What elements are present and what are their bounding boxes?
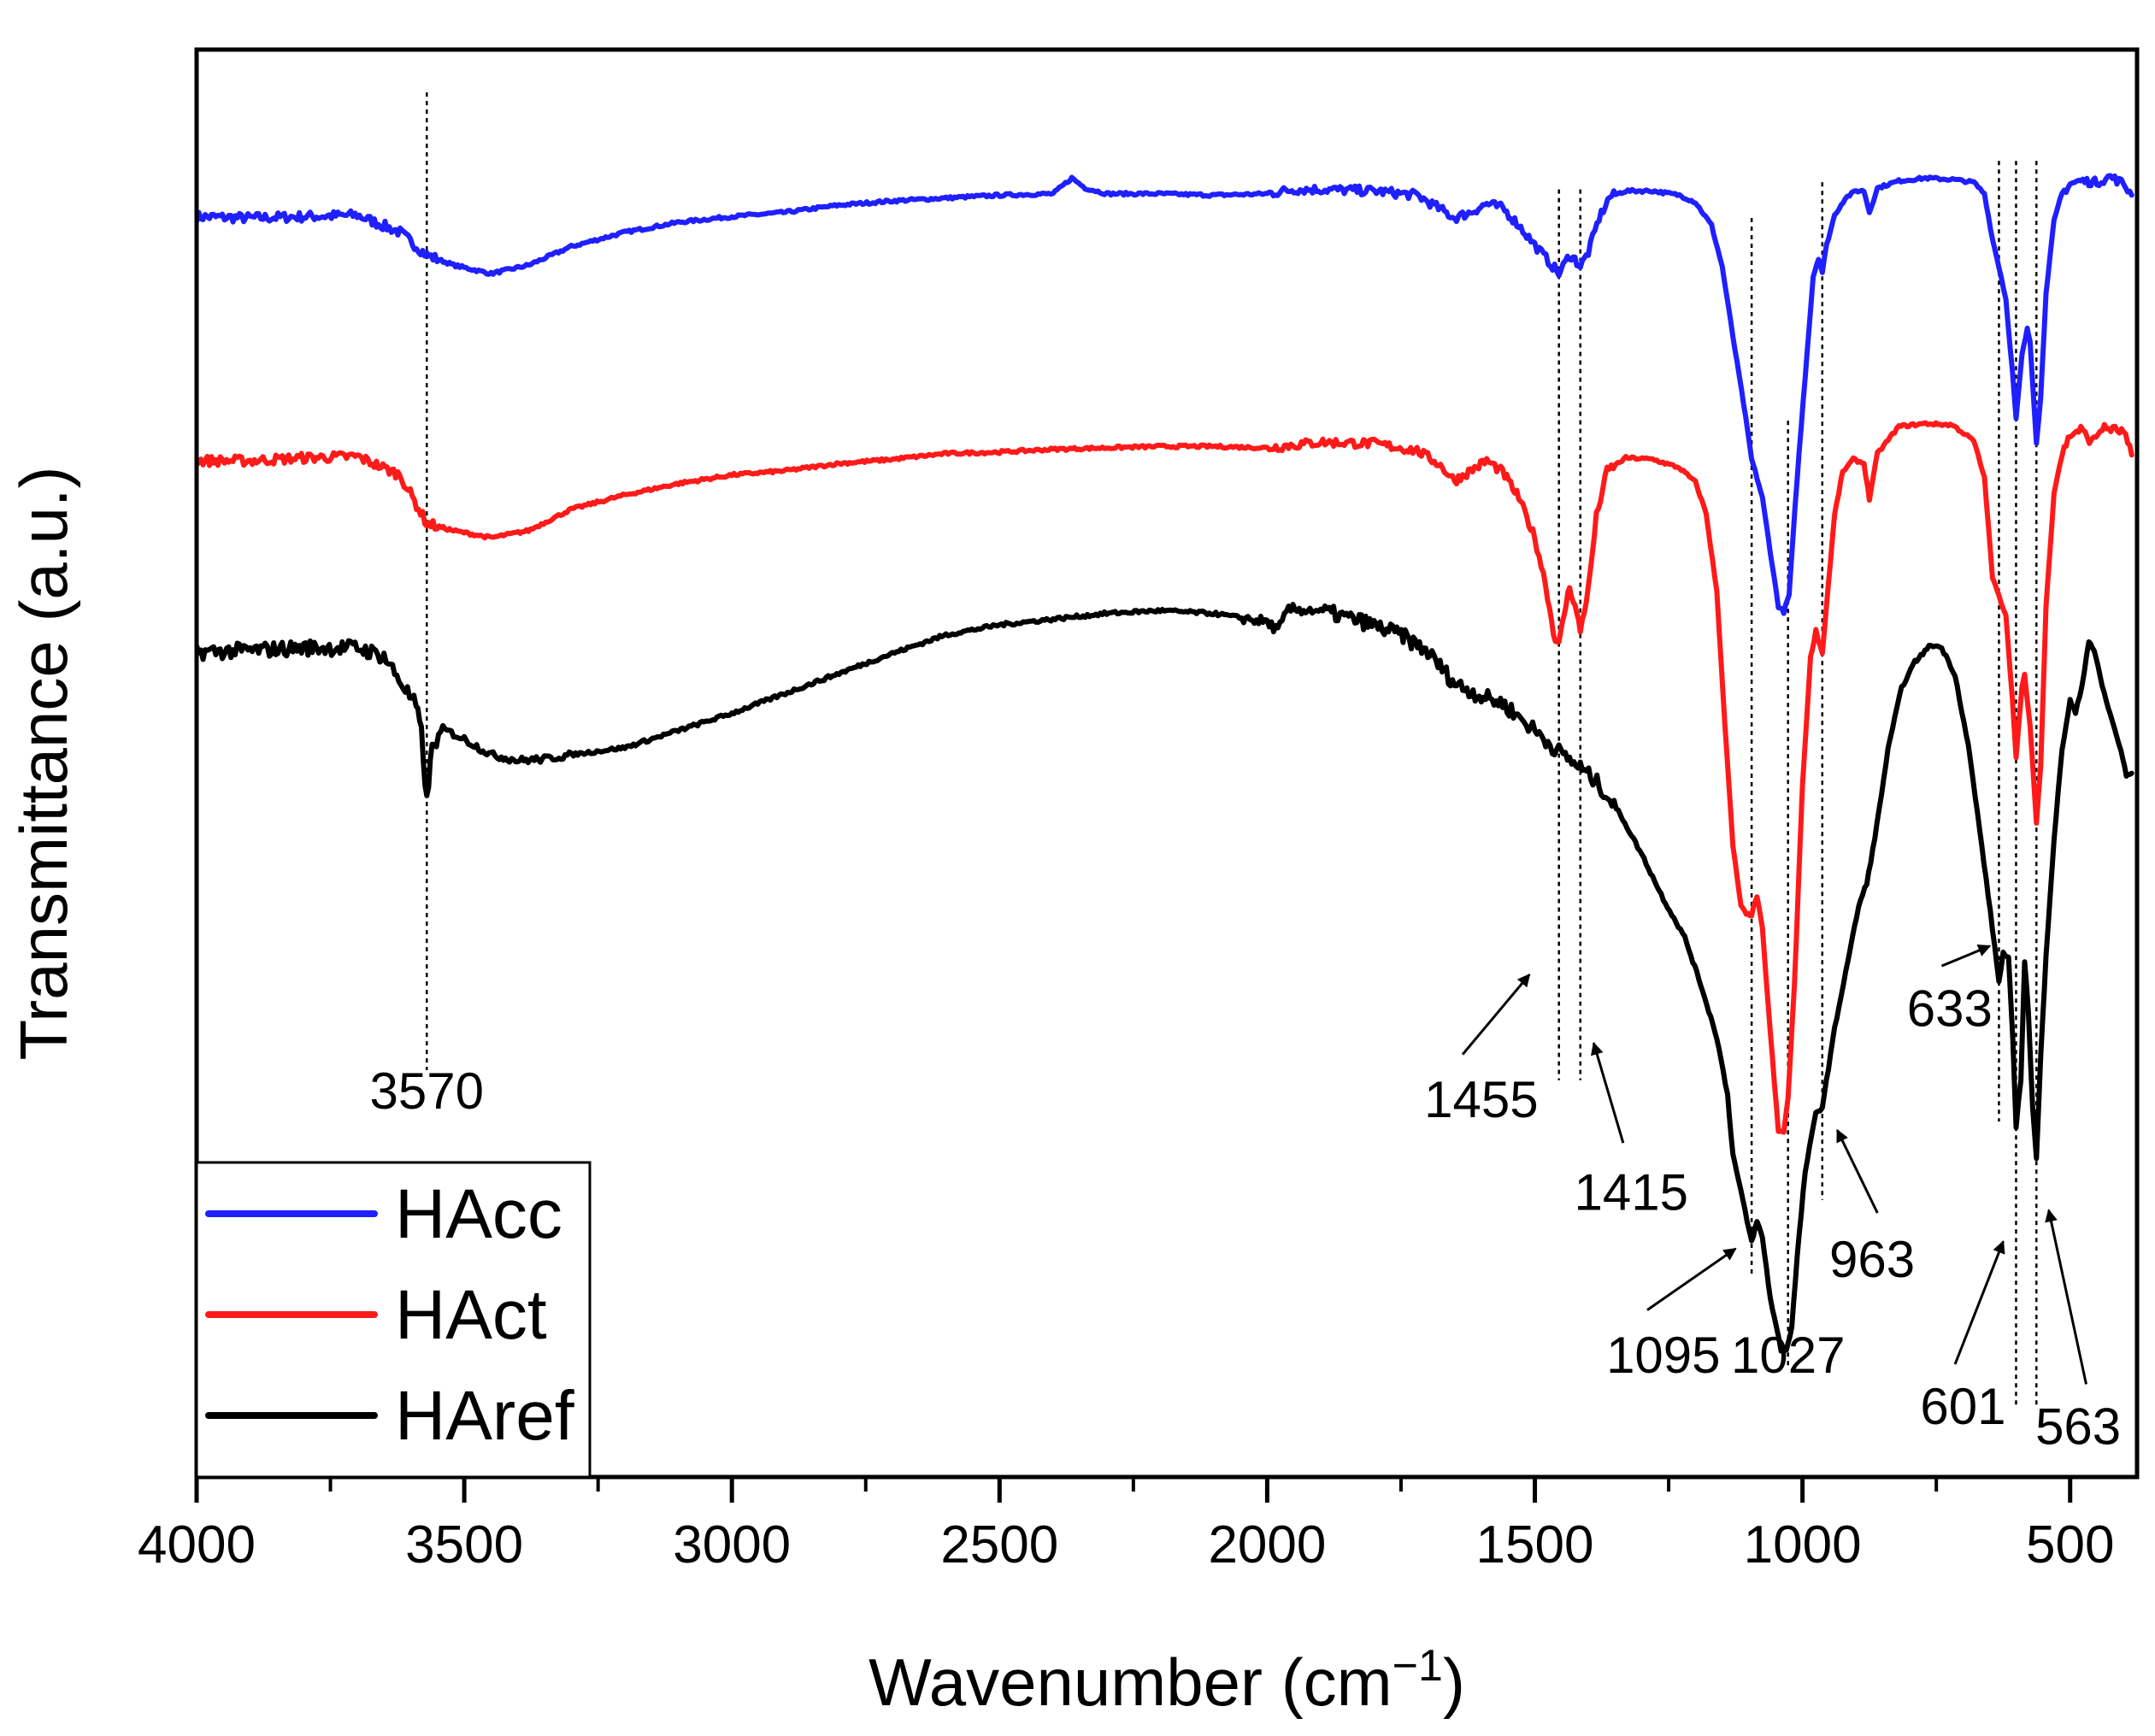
peak-label-1455: 1455 <box>1424 1071 1538 1128</box>
peak-arrow-1095 <box>1646 1247 1737 1311</box>
legend: HAcc HAct HAref <box>195 1161 592 1479</box>
x-tick-label-3000: 3000 <box>673 1515 791 1574</box>
x-axis-ticks: 4000 3500 3000 2500 2000 1500 1000 500 <box>138 1477 2114 1574</box>
series-line-hact <box>197 420 2134 1135</box>
legend-label-hact: HAct <box>395 1276 547 1354</box>
legend-label-hacc: HAcc <box>395 1175 562 1253</box>
x-axis-title: Wavenumber (cm−1) <box>868 1641 1465 1720</box>
series-line-hacc <box>197 173 2134 616</box>
x-axis-title-main: Wavenumber (cm <box>868 1645 1393 1720</box>
x-tick-label-3500: 3500 <box>405 1515 523 1574</box>
x-tick-label-2000: 2000 <box>1208 1515 1326 1574</box>
peak-arrow-1455 <box>1461 974 1531 1056</box>
x-tick-label-1500: 1500 <box>1476 1515 1594 1574</box>
peak-arrow-1415 <box>1591 1041 1625 1144</box>
peak-label-633: 633 <box>1907 980 1993 1037</box>
series-layer <box>197 173 2134 1354</box>
peak-label-1415: 1415 <box>1574 1164 1687 1221</box>
plot-frame <box>194 47 2140 1480</box>
x-axis-title-close: ) <box>1443 1645 1465 1720</box>
peak-label-601: 601 <box>1920 1378 2005 1435</box>
peak-label-1027: 1027 <box>1731 1327 1845 1384</box>
legend-label-haref: HAref <box>395 1377 574 1455</box>
x-tick-label-2500: 2500 <box>940 1515 1058 1574</box>
peak-arrow-963 <box>1835 1128 1879 1214</box>
annotations-layer: 3570 1455 1415 1095 1027 963 633 601 563 <box>370 945 2121 1456</box>
x-tick-label-4000: 4000 <box>138 1515 256 1574</box>
peak-label-963: 963 <box>1829 1231 1915 1288</box>
peak-label-1095: 1095 <box>1606 1327 1720 1384</box>
peak-guides-layer <box>426 92 2038 1406</box>
peak-arrow-563 <box>2045 1209 2087 1385</box>
peak-label-563: 563 <box>2035 1398 2121 1456</box>
peak-label-3570: 3570 <box>370 1062 484 1120</box>
x-tick-label-1000: 1000 <box>1744 1515 1862 1574</box>
y-axis-title: Transmittance (a.u.) <box>6 467 81 1061</box>
series-line-haref <box>197 602 2134 1354</box>
x-axis-title-superscript: −1 <box>1393 1641 1443 1691</box>
peak-arrow-633 <box>1940 945 1992 968</box>
x-tick-label-500: 500 <box>2026 1515 2114 1574</box>
peak-arrow-601 <box>1953 1240 2005 1365</box>
